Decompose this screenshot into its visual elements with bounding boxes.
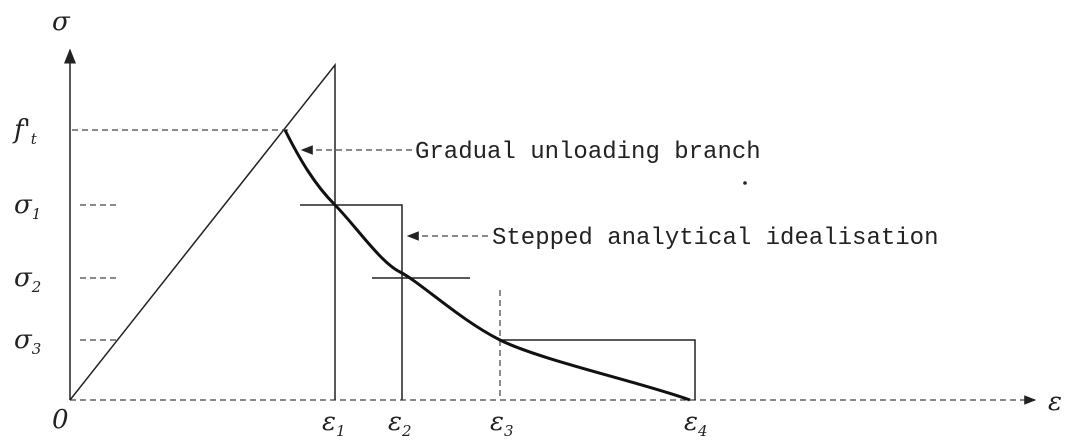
y-level-label-subscript: 2 (31, 278, 42, 296)
step (500, 339, 696, 400)
y-axis-label: σ (52, 7, 71, 37)
y-level-label-subscript: 3 (32, 340, 42, 358)
y-level-label-symbol: σ (14, 263, 33, 293)
x-level-label-subscript: 2 (401, 422, 412, 440)
x-level-label-symbol: ε (322, 407, 336, 437)
x-level-label-symbol: ε (684, 407, 698, 437)
x-level-label: ε1 (322, 407, 346, 440)
x-level-label-subscript: 3 (504, 422, 514, 440)
x-level-label-subscript: 4 (697, 422, 708, 440)
annotation: Stepped analytical idealisation (492, 225, 938, 252)
x-level-label-symbol: ε (490, 407, 504, 437)
x-level-label-symbol: ε (388, 407, 402, 437)
x-level-label-subscript: 1 (336, 422, 346, 440)
y-level-label-subscript: 1 (32, 205, 42, 223)
x-level-label: ε3 (490, 407, 514, 440)
step (300, 204, 403, 400)
x-level-label: ε2 (388, 407, 412, 440)
x-axis-label: ε (1048, 387, 1062, 417)
annotation: Gradual unloading branch (415, 139, 761, 166)
x-level-label: ε4 (684, 407, 708, 440)
unloading-curve (283, 129, 691, 402)
y-level-label-symbol: σ (14, 190, 33, 220)
y-level-label: σ1 (14, 190, 41, 223)
y-level-label-symbol: f' (12, 115, 31, 145)
origin-label: 0 (52, 405, 69, 435)
linear-branch (69, 62, 336, 401)
y-level-label: f't (12, 115, 38, 148)
y-level-label-symbol: σ (14, 325, 33, 355)
y-level-label-subscript: t (31, 130, 38, 148)
y-level-label: σ2 (14, 263, 41, 296)
y-level-label: σ3 (14, 325, 41, 358)
dot (743, 181, 747, 185)
